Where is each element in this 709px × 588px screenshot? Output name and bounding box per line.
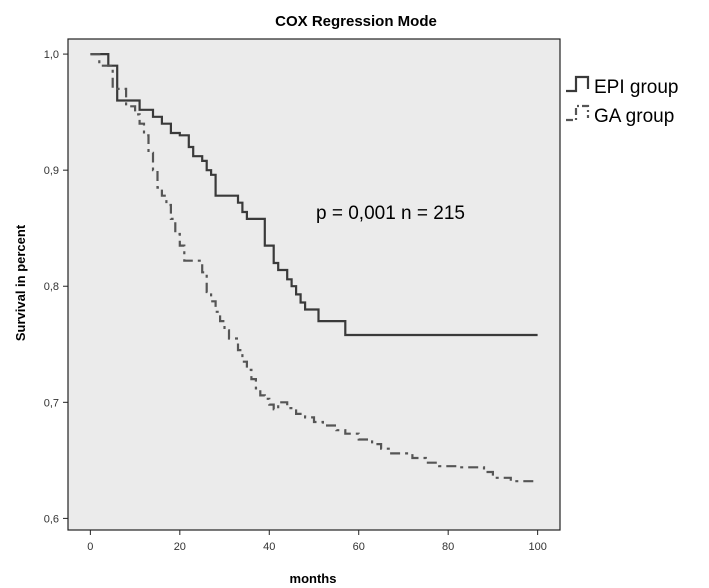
y-axis-label: Survival in percent — [13, 224, 28, 341]
x-tick-label-5: 100 — [528, 541, 546, 553]
x-tick-label-1: 20 — [174, 541, 186, 553]
y-tick-label-0: 0,6 — [44, 513, 59, 525]
y-tick-label-3: 0,9 — [44, 165, 59, 177]
stats-annotation: p = 0,001 n = 215 — [316, 203, 465, 224]
y-tick-label-1: 0,7 — [44, 397, 59, 409]
series-line-epi-group — [90, 53, 538, 337]
x-tick-label-3: 60 — [353, 541, 365, 553]
y-tick-label-4: 1,0 — [44, 49, 59, 61]
x-axis-label: months — [290, 571, 337, 586]
y-tick-label-2: 0,8 — [44, 281, 59, 293]
x-tick-label-2: 40 — [263, 541, 275, 553]
y-axis-ticks: 0,6 0,7 0,8 0,9 1,0 — [44, 49, 68, 525]
plot-area — [67, 38, 561, 531]
legend: EPI group GA group — [566, 75, 679, 127]
legend-swatch-0 — [566, 75, 590, 93]
legend-label-1: GA group — [594, 106, 674, 127]
x-tick-label-4: 80 — [442, 541, 454, 553]
legend-label-0: EPI group — [594, 77, 679, 98]
x-tick-label-0: 0 — [87, 541, 93, 553]
legend-swatch-1 — [566, 104, 590, 122]
chart-title: COX Regression Mode — [275, 13, 437, 30]
x-axis-ticks: 0 20 40 60 80 100 — [87, 530, 547, 553]
survival-curves — [90, 53, 538, 483]
